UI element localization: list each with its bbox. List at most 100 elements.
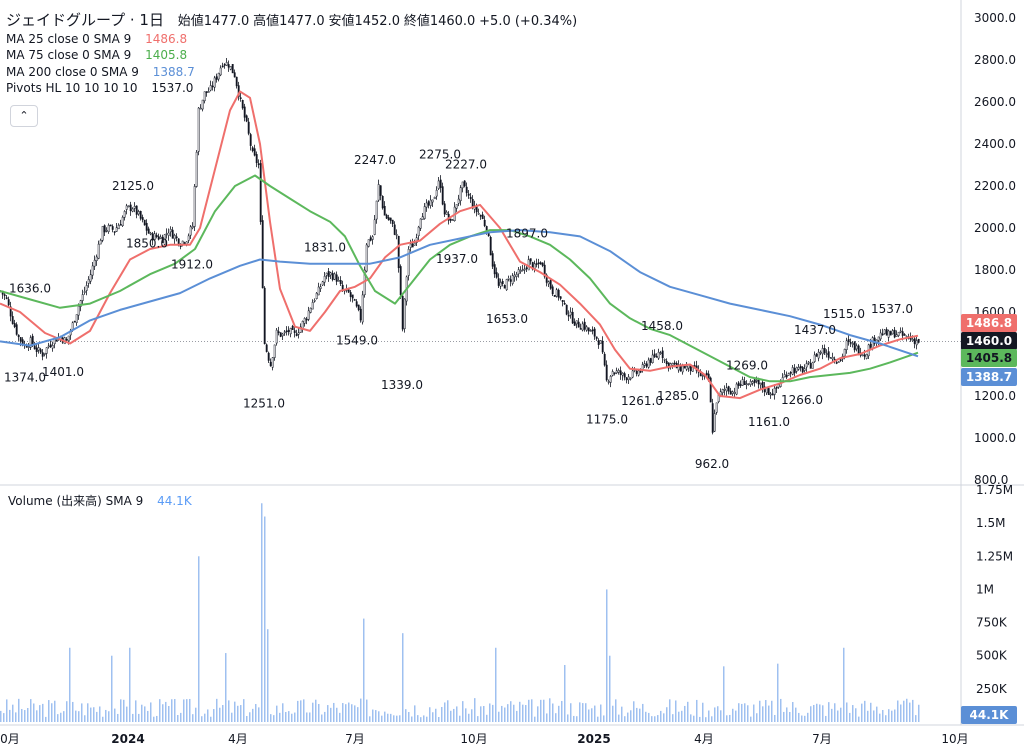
volume-bar: [639, 708, 641, 722]
candle-body: [121, 216, 124, 227]
candle-body: [861, 354, 864, 357]
candle-body: [129, 204, 132, 212]
volume-bar: [711, 716, 713, 722]
candle-body: [571, 311, 574, 324]
volume-bar: [357, 707, 359, 722]
volume-axis-tick-label: 1M: [976, 582, 994, 596]
candle-body: [285, 330, 288, 333]
candle-body: [95, 256, 98, 261]
candle-body: [493, 264, 496, 275]
volume-bar: [531, 699, 533, 722]
volume-bar: [240, 705, 242, 722]
volume-bar: [855, 708, 857, 722]
candle-body: [225, 62, 228, 66]
candle-body: [663, 358, 666, 361]
volume-bar: [780, 698, 782, 722]
candle-body: [377, 184, 380, 201]
volume-bar: [171, 699, 173, 722]
candle-body: [215, 76, 218, 80]
candle-body: [193, 186, 196, 227]
candle-body: [641, 364, 644, 370]
candle-body: [199, 107, 202, 110]
candle-body: [605, 364, 608, 381]
indicator-ma25[interactable]: MA 25 close 0 SMA 9 1486.8: [6, 31, 577, 48]
candle-body: [231, 64, 234, 74]
volume-bar: [462, 701, 464, 722]
candle-body: [547, 281, 550, 285]
volume-legend[interactable]: Volume (出来高) SMA 9 44.1K: [8, 492, 192, 509]
volume-bar: [273, 715, 275, 722]
candle-body: [863, 354, 866, 357]
volume-bar: [534, 716, 536, 722]
volume-bar: [234, 701, 236, 722]
candle-body: [773, 387, 776, 395]
candle-body: [653, 353, 656, 357]
candle-body: [75, 314, 78, 323]
volume-bar: [507, 704, 509, 722]
candle-body: [15, 324, 18, 335]
volume-bar: [204, 713, 206, 722]
candle-body: [755, 380, 758, 382]
candle-body: [461, 181, 464, 189]
price-tag-label: 1405.8: [966, 351, 1012, 365]
price-axis-tick-label: 2400.0: [974, 137, 1016, 151]
candle-body: [359, 308, 362, 321]
volume-bar: [33, 703, 35, 722]
candle-body: [411, 243, 414, 248]
candle-body: [391, 219, 394, 225]
candle-body: [425, 202, 428, 208]
candle-body: [379, 185, 382, 196]
candle-body: [273, 344, 276, 358]
candle-body: [749, 381, 752, 385]
volume-bar: [348, 702, 350, 722]
candle-body: [535, 263, 538, 265]
candle-body: [155, 234, 158, 237]
price-tag: [961, 368, 1017, 386]
candle-body: [623, 373, 626, 378]
candle-body: [83, 291, 86, 293]
volume-bar: [189, 698, 191, 722]
candle-body: [37, 347, 40, 351]
candle-body: [361, 294, 364, 323]
candle-body: [635, 370, 638, 374]
candle-body: [671, 363, 674, 366]
candle-body: [795, 367, 798, 372]
volume-bar: [66, 701, 68, 722]
candle-body: [751, 381, 754, 384]
candle-body: [459, 187, 462, 202]
symbol-title[interactable]: ジェイドグループ · 1日: [6, 11, 164, 29]
candle-body: [511, 275, 514, 284]
volume-bar: [402, 633, 404, 722]
candle-body: [871, 337, 874, 349]
volume-bar: [438, 717, 440, 722]
candle-body: [439, 179, 442, 188]
volume-bar: [915, 715, 917, 722]
candle-body: [731, 391, 734, 394]
candle-body: [853, 341, 856, 351]
candle-body: [825, 353, 828, 355]
volume-bar: [144, 706, 146, 722]
volume-bar: [645, 711, 647, 722]
candle-body: [281, 333, 284, 337]
candle-body: [901, 331, 904, 336]
candle-body: [809, 363, 812, 369]
candle-body: [187, 235, 190, 241]
volume-bar: [723, 666, 725, 722]
indicator-label: MA 200 close 0 SMA 9: [6, 64, 139, 79]
candle-body: [41, 352, 44, 357]
volume-bar: [747, 705, 749, 722]
candle-body: [813, 354, 816, 362]
candle-body: [865, 354, 868, 359]
volume-bar: [753, 704, 755, 722]
indicator-pivots[interactable]: Pivots HL 10 10 10 10 1537.0: [6, 80, 577, 97]
indicator-ma75[interactable]: MA 75 close 0 SMA 9 1405.8: [6, 47, 577, 64]
candle-body: [151, 233, 154, 241]
volume-bar: [471, 709, 473, 722]
volume-bar: [201, 716, 203, 722]
indicator-ma200[interactable]: MA 200 close 0 SMA 9 1388.7: [6, 64, 577, 81]
time-axis-tick-label: 4月: [694, 732, 714, 746]
volume-bar: [606, 589, 608, 722]
candle-body: [305, 318, 308, 321]
collapse-legend-button[interactable]: ⌃: [10, 105, 38, 127]
